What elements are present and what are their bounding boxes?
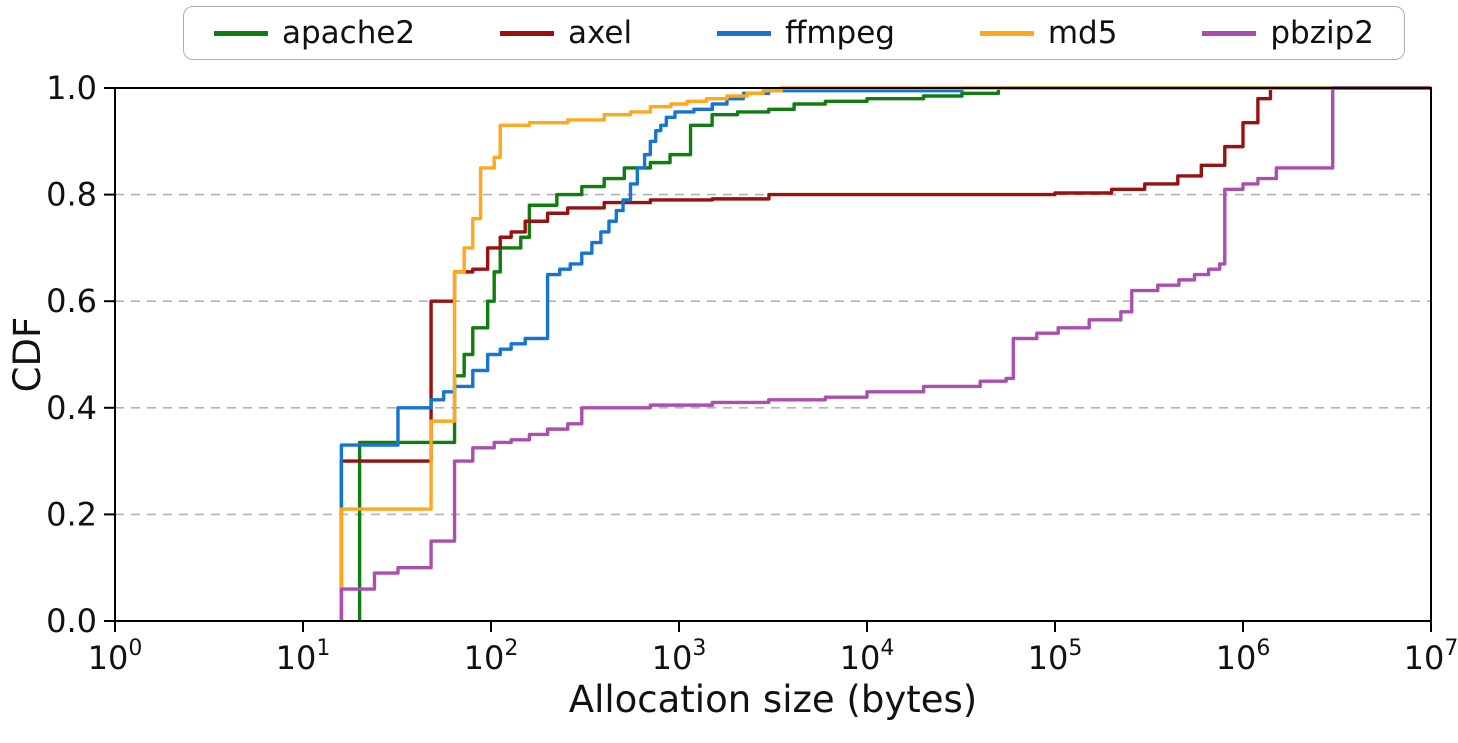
y-tick-label-1: 1.0 (46, 69, 97, 107)
legend-label-apache2: apache2 (282, 14, 416, 51)
y-tick-label-0.6: 0.6 (46, 282, 97, 320)
x-tick-label-10e7: 107 (1404, 636, 1458, 677)
legend-label-md5: md5 (1047, 14, 1118, 51)
x-axis-label: Allocation size (bytes) (569, 678, 977, 721)
legend-item-ffmpeg: ffmpeg (717, 14, 895, 51)
legend-item-pbzip2: pbzip2 (1202, 14, 1374, 51)
legend-swatch-ffmpeg (717, 30, 771, 36)
y-axis-label: CDF (6, 317, 49, 393)
legend-item-apache2: apache2 (214, 14, 416, 51)
legend-item-md5: md5 (979, 14, 1118, 51)
x-tick-label-10e6: 106 (1216, 636, 1271, 677)
legend: apache2 axel ffmpeg md5 pbzip2 (183, 6, 1405, 60)
y-tick-label-0.8: 0.8 (46, 176, 97, 214)
plot-border (114, 87, 1432, 622)
x-tick-label-10e4: 104 (840, 636, 895, 677)
x-tick-label-10e5: 105 (1028, 636, 1083, 677)
series-line-md5 (339, 86, 1431, 621)
legend-swatch-axel (500, 30, 555, 36)
series-line-ffmpeg (339, 86, 1431, 621)
series-line-apache2 (357, 86, 1431, 621)
y-tick-label-0.4: 0.4 (46, 389, 97, 427)
legend-label-pbzip2: pbzip2 (1270, 14, 1374, 51)
x-tick-label-10e3: 103 (652, 636, 707, 677)
legend-swatch-md5 (979, 30, 1034, 36)
legend-item-axel: axel (500, 14, 633, 51)
legend-swatch-pbzip2 (1202, 30, 1257, 36)
legend-label-ffmpeg: ffmpeg (785, 14, 895, 51)
legend-swatch-apache2 (214, 30, 268, 36)
series-line-axel (339, 86, 1431, 621)
x-tick-label-10e2: 102 (464, 636, 519, 677)
series-line-pbzip2 (339, 86, 1431, 621)
x-tick-label-10e1: 101 (276, 636, 331, 677)
x-tick-label-10e0: 100 (88, 636, 143, 677)
legend-label-axel: axel (568, 14, 633, 51)
y-tick-label-0: 0.0 (46, 602, 97, 640)
y-tick-label-0.2: 0.2 (46, 495, 97, 533)
